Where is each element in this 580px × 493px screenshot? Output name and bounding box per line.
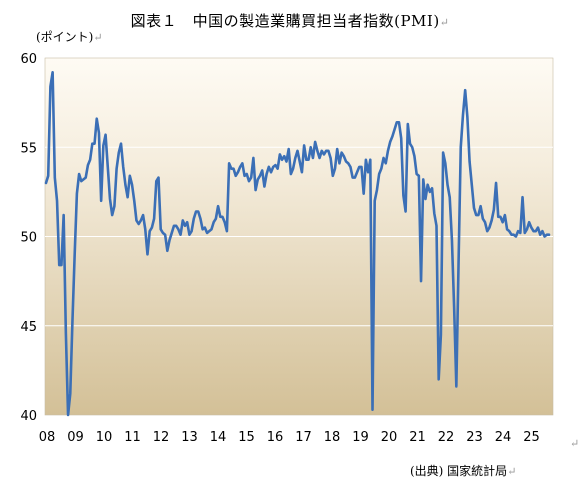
x-tick-label: 18 bbox=[324, 430, 341, 445]
x-tick-label: 21 bbox=[409, 430, 426, 445]
y-tick-label: 50 bbox=[20, 231, 37, 246]
source-note: (出典) 国家統計局↵ bbox=[410, 464, 517, 478]
pmi-series-line bbox=[44, 70, 551, 417]
x-tick-label: 11 bbox=[124, 430, 141, 445]
x-tick-label: 14 bbox=[210, 430, 227, 445]
x-tick-label: 17 bbox=[295, 430, 312, 445]
paragraph-mark: ↵ bbox=[570, 437, 580, 450]
y-tick-label: 60 bbox=[20, 52, 37, 67]
x-tick-label: 25 bbox=[523, 430, 540, 445]
x-tick-label: 10 bbox=[96, 430, 113, 445]
x-tick-label: 15 bbox=[238, 430, 255, 445]
x-tick-label: 24 bbox=[495, 430, 512, 445]
paragraph-mark: ↵ bbox=[507, 465, 517, 478]
x-tick-label: 08 bbox=[39, 430, 56, 445]
paragraph-mark: ↵ bbox=[93, 31, 103, 44]
x-tick-label: 23 bbox=[466, 430, 483, 445]
x-tick-label: 19 bbox=[352, 430, 369, 445]
chart-title: 図表１ 中国の製造業購買担当者指数(PMI)↵ bbox=[130, 12, 450, 30]
y-tick-label: 40 bbox=[20, 409, 37, 424]
y-axis-unit-label: (ポイント)↵ bbox=[36, 30, 103, 44]
x-tick-label: 09 bbox=[67, 430, 84, 445]
x-tick-label: 20 bbox=[381, 430, 398, 445]
x-tick-label: 12 bbox=[153, 430, 170, 445]
paragraph-mark: ↵ bbox=[439, 16, 450, 29]
x-tick-label: 16 bbox=[267, 430, 284, 445]
y-tick-label: 45 bbox=[20, 320, 37, 335]
y-tick-label: 55 bbox=[20, 141, 37, 156]
x-tick-label: 13 bbox=[181, 430, 198, 445]
x-tick-label: 22 bbox=[438, 430, 455, 445]
